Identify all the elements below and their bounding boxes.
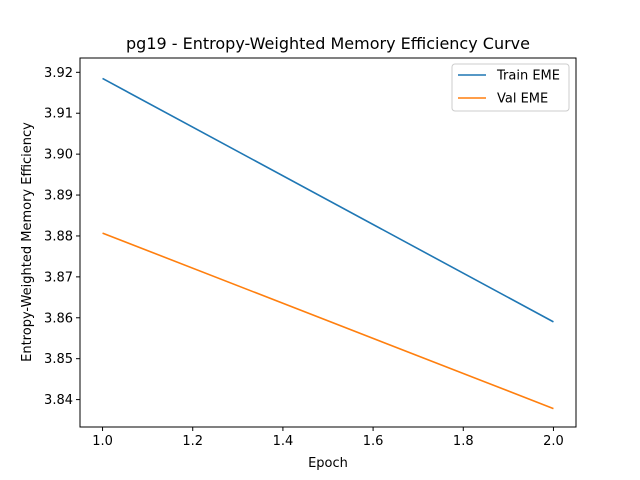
x-tick-label: 1.2 <box>182 434 203 449</box>
legend-label: Train EME <box>496 69 560 84</box>
chart-title: pg19 - Entropy-Weighted Memory Efficienc… <box>126 34 530 53</box>
y-tick-label: 3.86 <box>44 311 73 326</box>
y-tick-label: 3.87 <box>44 270 73 285</box>
x-tick-label: 1.8 <box>453 434 474 449</box>
x-axis-label: Epoch <box>308 456 348 471</box>
y-tick-label: 3.88 <box>44 229 73 244</box>
y-axis-label: Entropy-Weighted Memory Efficiency <box>20 122 35 362</box>
series-line-val-eme <box>102 232 554 410</box>
legend-label: Val EME <box>497 92 548 107</box>
x-tick-label: 2.0 <box>543 434 564 449</box>
legend: Train EME Val EME <box>451 63 570 112</box>
y-tick-label: 3.92 <box>44 66 73 81</box>
series-line-train-eme <box>102 77 554 323</box>
x-axis: 1.0 1.2 1.4 1.6 1.8 2.0 <box>92 427 564 449</box>
plot-frame <box>79 57 577 428</box>
y-tick-label: 3.91 <box>44 107 73 122</box>
series-layer <box>102 77 554 410</box>
x-tick-label: 1.6 <box>363 434 384 449</box>
y-tick-label: 3.85 <box>44 352 73 367</box>
y-axis: 3.84 3.85 3.86 3.87 3.88 3.89 3.90 3.91 3.92 <box>44 66 80 408</box>
y-tick-label: 3.84 <box>44 393 73 408</box>
y-tick-label: 3.90 <box>44 148 73 163</box>
x-tick-label: 1.4 <box>273 434 294 449</box>
x-tick-label: 1.0 <box>92 434 113 449</box>
y-tick-label: 3.89 <box>44 189 73 204</box>
plot-area <box>79 57 577 428</box>
